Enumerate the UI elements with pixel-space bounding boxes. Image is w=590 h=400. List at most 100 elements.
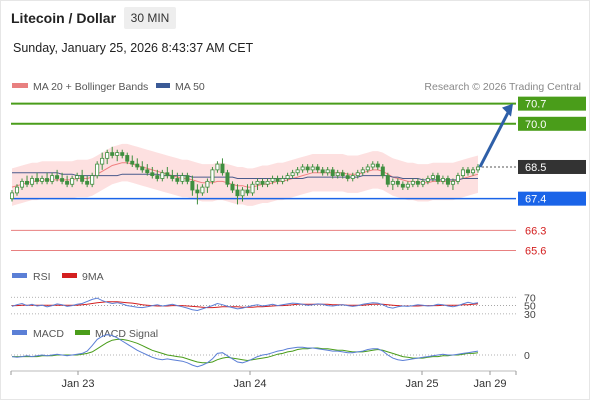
candle-body: [300, 166, 305, 171]
candle-body: [385, 175, 390, 185]
candle-body: [265, 180, 270, 185]
candle-body: [195, 189, 200, 194]
legend-rsi-ma: 9MA: [82, 271, 104, 283]
candle-body: [375, 163, 380, 168]
x-tick-label: Jan 25: [405, 378, 438, 390]
legend-swatch-rsi: [12, 273, 27, 278]
timeframe-button[interactable]: 30 MIN: [124, 7, 176, 29]
rsi-level-label: 30: [524, 309, 536, 321]
last-price-label: 68.5: [525, 162, 546, 174]
candle-body: [345, 175, 350, 179]
candle-body: [15, 186, 20, 194]
rsi-level-label: 50: [524, 301, 536, 313]
candle-body: [215, 163, 220, 171]
legend-swatch-macd: [12, 330, 27, 335]
candle-body: [335, 172, 340, 177]
candle-body: [25, 180, 30, 185]
minor-level-label: 66.3: [525, 225, 546, 237]
last-price-label-box: [518, 159, 586, 174]
macd-zero-label: 0: [524, 350, 530, 362]
candle-body: [380, 166, 385, 177]
candle-body: [155, 175, 160, 179]
resistance-label: 70.7: [525, 99, 546, 111]
candle-body: [185, 175, 190, 182]
candle-body: [425, 178, 430, 182]
candle-body: [475, 166, 480, 171]
candle-body: [205, 180, 210, 188]
candle-body: [315, 166, 320, 171]
legend-rsi: RSI: [33, 271, 51, 283]
legend-swatch-ma20: [12, 83, 28, 88]
credit-text: Research © 2026 Trading Central: [424, 81, 581, 93]
ma20-line: [11, 162, 479, 188]
candle-body: [340, 172, 345, 177]
candle-body: [430, 175, 435, 179]
candle-body: [130, 160, 135, 165]
candle-body: [45, 178, 50, 182]
level-labels: 70.7 70.0 68.5 67.4 66.3 65.6: [518, 96, 586, 257]
candle-body: [160, 172, 165, 179]
candle-body: [60, 178, 65, 182]
candle-body: [100, 157, 105, 165]
candle-body: [325, 169, 330, 174]
legend-swatch-ma50: [156, 83, 170, 88]
candle-body: [290, 172, 295, 177]
candle-body: [260, 180, 265, 185]
legend-ma50: MA 50: [175, 81, 205, 93]
pair-title: Litecoin / Dollar: [11, 10, 117, 26]
candle-body: [395, 180, 400, 185]
candle-body: [80, 175, 85, 182]
datetime-label: Sunday, January 25, 2026 8:43:37 AM CET: [13, 41, 254, 55]
candle-body: [40, 178, 45, 182]
candle-body: [445, 178, 450, 185]
candle-body: [465, 169, 470, 174]
x-axis-ticks: Jan 23 Jan 24 Jan 25 Jan 29: [10, 371, 517, 390]
candle-body: [85, 180, 90, 185]
minor-level-label: 65.6: [525, 245, 546, 257]
resistance-label-box: [518, 96, 586, 111]
candle-body: [245, 189, 250, 194]
candle-body: [250, 183, 255, 194]
candle-body: [125, 155, 130, 162]
candle-body: [90, 175, 95, 185]
legend-swatch-rsi-ma: [62, 273, 77, 278]
candle-body: [35, 178, 40, 182]
candle-body: [440, 178, 445, 182]
candle-body: [140, 166, 145, 171]
candle-body: [135, 163, 140, 168]
candle-body: [225, 172, 230, 185]
candle-body: [150, 172, 155, 177]
candle-body: [240, 189, 245, 197]
projection-arrow: [478, 103, 513, 168]
candle-body: [275, 178, 280, 182]
candle-body: [110, 152, 115, 156]
candle-body: [65, 180, 70, 185]
support-label: 67.4: [525, 194, 546, 206]
candle-body: [350, 175, 355, 179]
candle-body: [280, 178, 285, 182]
candle-body: [190, 180, 195, 191]
x-tick-label: Jan 24: [233, 378, 266, 390]
candle-body: [145, 169, 150, 174]
candle-body: [50, 175, 55, 182]
candle-body: [105, 152, 110, 159]
moving-averages: [11, 162, 479, 188]
macd-line: [11, 334, 479, 368]
candle-body: [400, 183, 405, 188]
candle-body: [235, 189, 240, 197]
candle-body: [420, 180, 425, 185]
candle-body: [220, 163, 225, 174]
candle-body: [180, 175, 185, 182]
candle-body: [320, 169, 325, 174]
rsi-level-label: 70: [524, 292, 536, 304]
candle-body: [20, 180, 25, 188]
legend-ma20-bb: MA 20 + Bollinger Bands: [33, 81, 148, 93]
candle-body: [370, 163, 375, 168]
candle-body: [165, 172, 170, 177]
candle-body: [75, 175, 80, 179]
candle-body: [460, 169, 465, 177]
x-tick-label: Jan 29: [473, 378, 506, 390]
candle-body: [95, 163, 100, 177]
candle-body: [120, 152, 125, 156]
